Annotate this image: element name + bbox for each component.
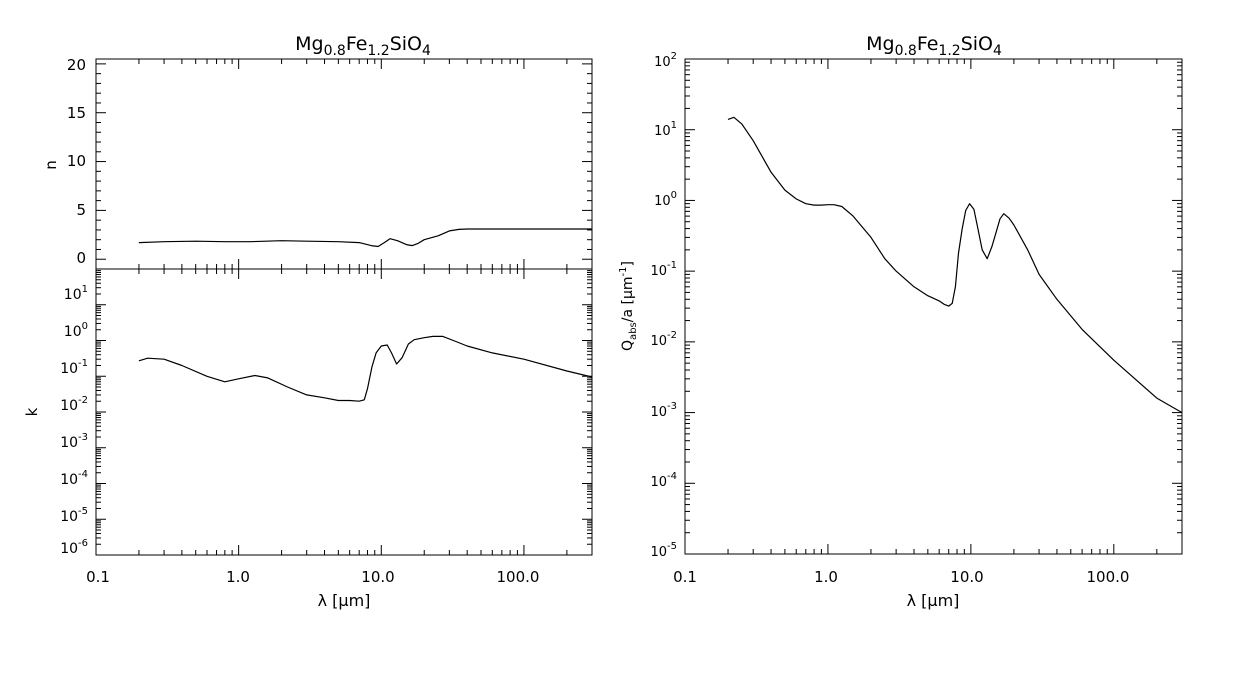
n-ytick-label: 5: [76, 201, 86, 219]
right-xticklabels: 0.1 1.0 10.0 100.0: [673, 568, 1129, 586]
right-xtick-label: 0.1: [673, 568, 697, 586]
right-ytick-label: 10-3: [650, 401, 677, 420]
k-panel-yticklabels: 10-6 10-5 10-4 10-3 10-2 10-1 100 101: [60, 284, 88, 557]
k-ytick-label: 10-4: [60, 469, 88, 488]
right-ytick-label: 10-2: [650, 330, 677, 349]
right-xtick-label: 10.0: [950, 568, 983, 586]
k-ytick-label: 10-6: [60, 538, 88, 557]
left-xlabel: λ [μm]: [318, 591, 371, 610]
n-series-line: [138, 228, 592, 248]
n-ytick-label: 10: [67, 152, 86, 170]
k-panel-ylabel: k: [23, 407, 41, 416]
n-panel-frame: [95, 58, 593, 270]
n-ytick-label: 0: [76, 249, 86, 267]
right-xtick-label: 100.0: [1087, 568, 1130, 586]
right-ylabel: Qabs/a [μm-1]: [618, 261, 639, 351]
left-xtick-label: 1.0: [226, 568, 250, 586]
k-ytick-label: 10-5: [60, 506, 88, 525]
right-ytick-label: 10-1: [650, 260, 677, 279]
left-axis-ticks: [95, 59, 593, 556]
right-axis-ticks: [684, 58, 1183, 555]
k-series-line: [138, 335, 593, 402]
right-xlabel: λ [μm]: [907, 591, 960, 610]
right-ytick-label: 10-5: [650, 541, 677, 560]
right-ytick-label: 100: [654, 190, 677, 209]
right-title: Mg0.8Fe1.2SiO4: [866, 33, 1002, 59]
left-title: Mg0.8Fe1.2SiO4: [295, 33, 431, 59]
left-xtick-label: 10.0: [361, 568, 394, 586]
k-ytick-label: 10-3: [60, 432, 88, 451]
n-ytick-label: 20: [67, 56, 86, 74]
right-yticklabels: 10-5 10-4 10-3 10-2 10-1 100 101 102: [650, 51, 677, 560]
k-ytick-label: 10-2: [60, 395, 88, 414]
left-xticklabels: 0.1 1.0 10.0 100.0: [86, 568, 539, 586]
n-ytick-label: 15: [67, 104, 86, 122]
k-ytick-label: 101: [64, 284, 88, 303]
n-panel-ylabel: n: [42, 160, 60, 170]
left-xtick-label: 100.0: [497, 568, 540, 586]
n-panel-yticklabels: 0 5 10 15 20: [67, 56, 86, 267]
right-plot-frame: [684, 58, 1183, 555]
k-ytick-label: 100: [64, 321, 88, 340]
right-xtick-label: 1.0: [814, 568, 838, 586]
left-xtick-label: 0.1: [86, 568, 110, 586]
qabs-series-line: [727, 116, 1183, 414]
right-ytick-label: 101: [654, 120, 677, 139]
right-ytick-label: 10-4: [650, 471, 677, 490]
right-ytick-label: 102: [654, 51, 677, 70]
k-panel-frame: [95, 268, 593, 556]
k-ytick-label: 10-1: [60, 358, 88, 377]
